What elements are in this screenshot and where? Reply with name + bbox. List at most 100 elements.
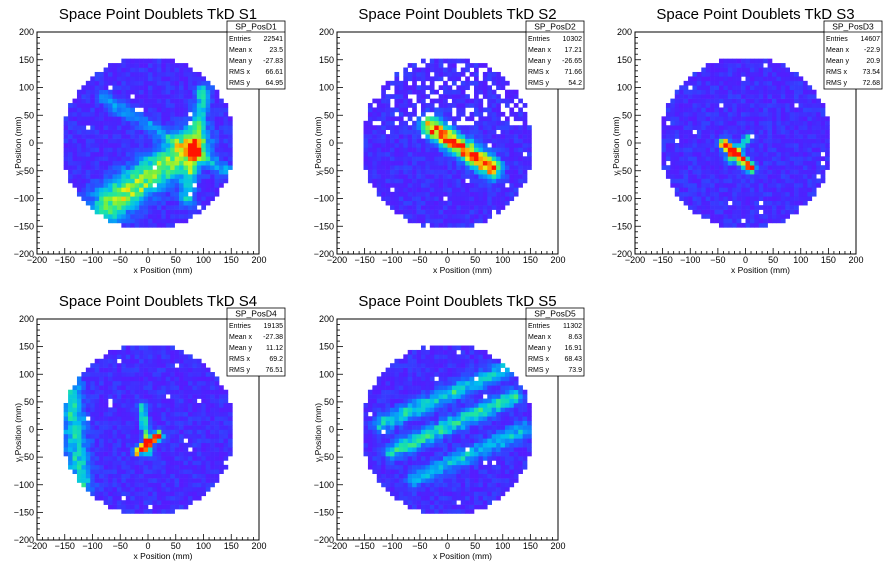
- heatmap-cell: [758, 89, 764, 95]
- heatmap-cell: [143, 120, 149, 126]
- heatmap-cell: [72, 460, 78, 466]
- heatmap-cell: [474, 182, 479, 188]
- heatmap-cell: [143, 464, 149, 470]
- heatmap-cell: [134, 143, 140, 148]
- heatmap-cell: [76, 460, 82, 466]
- heatmap-cell: [108, 134, 113, 139]
- heatmap-cell: [125, 63, 131, 68]
- heatmap-cell: [390, 165, 395, 170]
- heatmap-cell: [403, 169, 409, 175]
- heatmap-cell: [165, 363, 171, 368]
- heatmap-cell: [130, 182, 135, 188]
- heatmap-cell: [148, 116, 153, 122]
- heatmap-cell: [143, 469, 149, 474]
- heatmap-cell: [219, 464, 224, 470]
- heatmap-cell: [183, 63, 189, 68]
- heatmap-cell: [661, 143, 667, 148]
- heatmap-cell: [745, 111, 751, 117]
- heatmap-cell: [112, 442, 118, 448]
- heatmap-cell: [165, 63, 171, 68]
- heatmap-cell: [156, 349, 162, 355]
- heatmap-cell: [156, 222, 162, 228]
- heatmap-cell: [425, 134, 431, 139]
- heatmap-cell: [121, 187, 127, 193]
- heatmap-cell: [125, 389, 131, 395]
- heatmap-cell: [148, 107, 153, 113]
- heatmap-cell: [465, 129, 470, 135]
- stats-value: 22541: [264, 36, 284, 43]
- heatmap-cell: [767, 160, 773, 166]
- heatmap-cell: [81, 103, 87, 108]
- heatmap-cell: [76, 134, 82, 139]
- heatmap-cell: [90, 107, 96, 113]
- heatmap-cell: [482, 76, 488, 82]
- heatmap-cell: [745, 200, 751, 206]
- heatmap-cell: [183, 442, 189, 448]
- heatmap-cell: [139, 98, 144, 104]
- heatmap-cell: [692, 187, 698, 193]
- heatmap-cell: [139, 495, 144, 501]
- heatmap-cell: [210, 469, 215, 474]
- heatmap-cell: [210, 174, 215, 179]
- heatmap-cell: [670, 125, 676, 130]
- heatmap-cell: [210, 394, 215, 399]
- heatmap-cell: [491, 94, 497, 99]
- heatmap-cell: [451, 138, 457, 144]
- heatmap-cell: [701, 209, 707, 215]
- heatmap-cell: [99, 143, 104, 148]
- heatmap-cell: [758, 129, 764, 135]
- heatmap-cell: [90, 398, 96, 404]
- heatmap-cell: [776, 182, 782, 188]
- heatmap-cell: [372, 125, 378, 130]
- heatmap-cell: [156, 372, 162, 377]
- heatmap-cell: [785, 98, 790, 104]
- heatmap-cell: [714, 111, 720, 117]
- heatmap-cell: [201, 389, 207, 395]
- stats-histogram-name: SP_PosD3: [832, 22, 874, 32]
- heatmap-cell: [72, 442, 78, 448]
- heatmap-cell: [688, 89, 693, 95]
- heatmap-cell: [170, 372, 175, 377]
- heatmap-cell: [407, 187, 413, 193]
- heatmap-cell: [112, 196, 118, 202]
- heatmap-cell: [504, 134, 510, 139]
- heatmap-cell: [165, 89, 171, 95]
- heatmap-cell: [394, 160, 400, 166]
- heatmap-cell: [174, 120, 180, 126]
- heatmap-cell: [460, 103, 466, 108]
- heatmap-cell: [460, 165, 466, 170]
- heatmap-cell: [732, 178, 737, 184]
- heatmap-cell: [192, 107, 198, 113]
- heatmap-cell: [103, 111, 109, 117]
- heatmap-cell: [816, 143, 821, 148]
- heatmap-cell: [443, 218, 448, 224]
- heatmap-cell: [81, 469, 87, 474]
- heatmap-cell: [412, 129, 417, 135]
- heatmap-cell: [196, 380, 202, 386]
- heatmap-cell: [156, 125, 162, 130]
- heatmap-cell: [785, 165, 790, 170]
- heatmap-cell: [460, 209, 466, 215]
- heatmap-cell: [227, 420, 233, 426]
- heatmap-cell: [121, 138, 127, 144]
- heatmap-cell: [165, 85, 171, 91]
- heatmap-cell: [99, 442, 104, 448]
- heatmap-cell: [705, 196, 711, 202]
- heatmap-cell: [183, 129, 189, 135]
- heatmap-cell: [139, 504, 144, 510]
- heatmap-cell: [99, 464, 104, 470]
- heatmap-cell: [223, 416, 229, 421]
- heatmap-cell: [487, 120, 492, 126]
- heatmap-cell: [429, 120, 435, 126]
- heatmap-cell: [201, 442, 207, 448]
- heatmap-cell: [798, 174, 804, 179]
- heatmap-cell: [491, 182, 497, 188]
- heatmap-cell: [416, 129, 422, 135]
- heatmap-cell: [161, 58, 167, 64]
- heatmap-cell: [214, 138, 220, 144]
- heatmap-cell: [816, 165, 821, 170]
- heatmap-cell: [451, 116, 457, 122]
- heatmap-cell: [94, 169, 100, 175]
- heatmap-cell: [121, 107, 127, 113]
- heatmap-cell: [705, 89, 711, 95]
